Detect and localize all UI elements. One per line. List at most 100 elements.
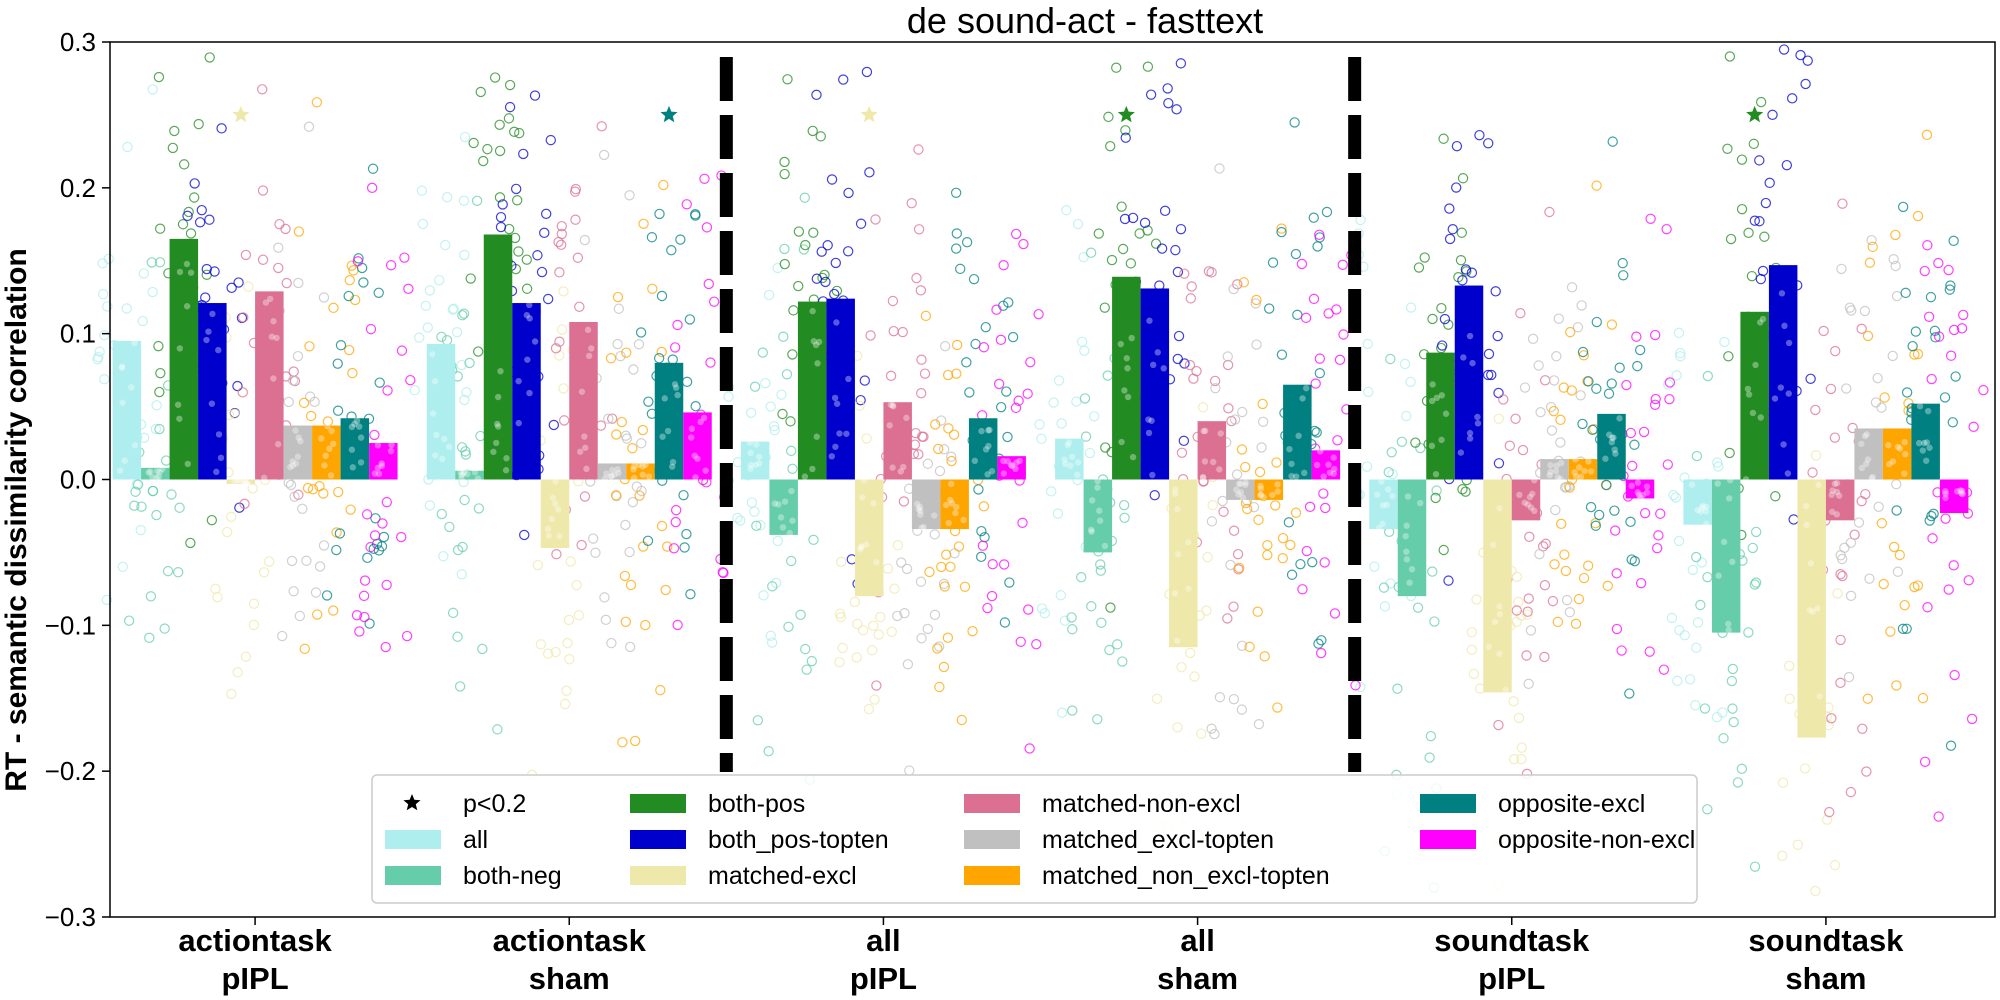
- subject-point: [206, 514, 218, 526]
- bar-point: [947, 480, 955, 488]
- subject-point: [763, 746, 774, 757]
- subject-point: [1443, 575, 1454, 586]
- subject-point: [1757, 265, 1769, 277]
- bar-point: [1288, 472, 1295, 480]
- subject-point: [684, 314, 696, 325]
- bar-point: [788, 487, 795, 495]
- subject-point: [540, 208, 552, 220]
- bar-point: [1466, 429, 1474, 437]
- significance-star: [660, 105, 678, 123]
- subject-point: [1233, 564, 1244, 575]
- subject-point: [631, 481, 643, 492]
- subject-point: [1401, 410, 1412, 422]
- bar-point: [1726, 476, 1734, 484]
- subject-point: [401, 630, 413, 642]
- subject-point: [512, 195, 523, 206]
- subject-point: [1262, 549, 1273, 561]
- subject-point: [951, 339, 963, 351]
- subject-point: [167, 142, 179, 154]
- subject-point: [1829, 432, 1841, 443]
- subject-point: [1552, 616, 1563, 628]
- subject-point: [1202, 551, 1213, 563]
- subject-point: [258, 567, 270, 578]
- bar-point: [700, 414, 708, 422]
- bar-point: [889, 464, 896, 471]
- subject-point: [1466, 644, 1478, 656]
- bar-point: [1714, 480, 1721, 487]
- subject-point: [913, 144, 924, 155]
- subject-point: [1510, 413, 1521, 424]
- subject-point: [1829, 859, 1841, 871]
- subject-point: [961, 357, 972, 368]
- subject-point: [779, 156, 790, 168]
- subject-point: [447, 304, 458, 315]
- subject-point: [248, 619, 260, 631]
- subject-point: [99, 373, 110, 385]
- subject-point: [1244, 641, 1255, 653]
- bar-point: [149, 473, 156, 481]
- x-tick-label: pIPL: [850, 961, 917, 996]
- bar-point: [287, 463, 294, 471]
- bar-point: [1496, 610, 1504, 618]
- subject-point: [1966, 713, 1978, 725]
- bar-point: [1715, 572, 1722, 579]
- subject-point: [1332, 435, 1343, 446]
- subject-point: [1903, 398, 1914, 409]
- subject-point: [468, 137, 479, 149]
- subject-point: [1897, 201, 1909, 213]
- subject-point: [289, 491, 300, 502]
- bar-point: [1496, 650, 1503, 658]
- bar-all-3: [1055, 438, 1084, 480]
- subject-point: [1139, 217, 1151, 229]
- subject-point: [1228, 525, 1240, 536]
- subject-point: [1217, 495, 1228, 507]
- subject-point: [103, 253, 114, 265]
- subject-point: [752, 715, 764, 726]
- subject-point: [332, 358, 343, 369]
- bar-point: [503, 455, 510, 462]
- bar-point: [183, 260, 191, 268]
- subject-point: [378, 531, 390, 543]
- subject-point: [1926, 510, 1937, 522]
- y-axis-label: RT - semantic dissimilarity correlation: [0, 248, 33, 792]
- bar-point: [608, 473, 615, 480]
- bar-point: [1331, 465, 1338, 473]
- subject-point: [1625, 516, 1636, 528]
- bar-point: [459, 470, 467, 477]
- subject-point: [1901, 623, 1912, 634]
- subject-point: [943, 423, 954, 434]
- subject-point: [1603, 388, 1615, 399]
- subject-point: [565, 556, 576, 567]
- subject-point: [769, 424, 780, 436]
- subject-point: [1524, 531, 1535, 543]
- bar-point: [1688, 481, 1696, 488]
- subject-point: [1396, 436, 1408, 448]
- subject-point: [1314, 229, 1325, 241]
- bar-point: [1643, 489, 1651, 496]
- subject-point: [1583, 376, 1594, 387]
- subject-point: [612, 338, 623, 350]
- subject-point: [1320, 502, 1331, 514]
- subject-point: [459, 249, 470, 261]
- subject-point: [949, 548, 960, 559]
- subject-point: [461, 387, 472, 398]
- bar-point: [1286, 445, 1293, 453]
- subject-point: [212, 591, 223, 603]
- bar-point: [1531, 507, 1538, 515]
- subject-point: [542, 648, 554, 659]
- subject-point: [1228, 601, 1239, 612]
- subject-point: [1319, 557, 1330, 568]
- bar-point: [526, 315, 533, 322]
- subject-point: [1385, 353, 1396, 365]
- bar-point: [1317, 448, 1324, 455]
- bar-point: [492, 439, 500, 447]
- subject-point: [703, 278, 714, 290]
- subject-point: [1310, 378, 1321, 389]
- bar-point: [1490, 541, 1497, 548]
- subject-point: [772, 535, 784, 547]
- subject-point: [660, 584, 671, 596]
- bar-point: [458, 471, 465, 479]
- y-tick-label: −0.3: [45, 902, 96, 932]
- subject-point: [875, 611, 886, 623]
- subject-point: [288, 366, 299, 377]
